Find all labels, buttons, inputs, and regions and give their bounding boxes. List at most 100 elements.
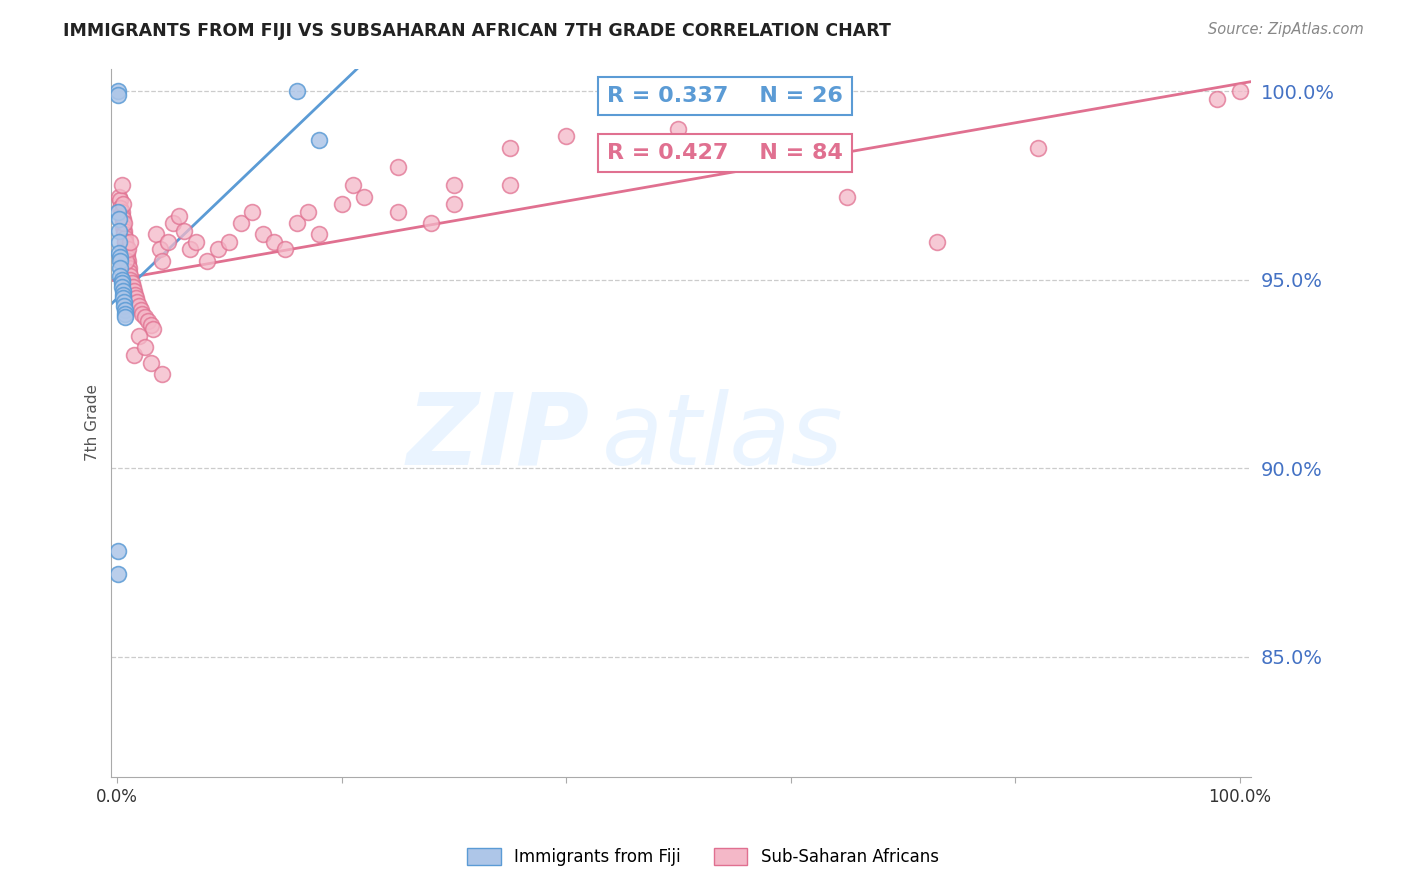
Point: [162, 216, 184, 230]
Point: [122, 284, 145, 298]
Point: [107, 87, 129, 102]
Y-axis label: 7th Grade: 7th Grade: [86, 384, 100, 461]
Point: [499, 178, 522, 193]
Point: [125, 292, 148, 306]
Point: [111, 197, 134, 211]
Point: [184, 235, 207, 249]
Point: [1229, 84, 1251, 98]
Point: [115, 243, 138, 257]
Point: [145, 227, 167, 242]
Point: [173, 224, 195, 238]
Point: [110, 261, 132, 276]
Point: [110, 178, 132, 193]
Point: [229, 216, 252, 230]
Point: [139, 318, 162, 332]
Text: Source: ZipAtlas.com: Source: ZipAtlas.com: [1208, 22, 1364, 37]
Point: [207, 243, 229, 257]
Point: [114, 307, 136, 321]
Point: [297, 204, 319, 219]
Point: [240, 204, 263, 219]
Point: [387, 160, 409, 174]
Point: [118, 261, 141, 276]
Point: [115, 246, 138, 260]
Point: [195, 253, 218, 268]
Point: [112, 227, 135, 242]
Point: [134, 310, 156, 325]
Point: [150, 367, 173, 381]
Point: [128, 329, 150, 343]
Point: [124, 287, 146, 301]
Point: [111, 287, 134, 301]
Point: [285, 84, 308, 98]
Point: [110, 209, 132, 223]
Point: [107, 544, 129, 558]
Point: [139, 355, 162, 369]
Point: [499, 141, 522, 155]
Point: [121, 280, 143, 294]
Point: [308, 227, 330, 242]
Point: [110, 272, 132, 286]
Point: [115, 253, 138, 268]
Point: [120, 235, 142, 249]
Text: ZIP: ZIP: [408, 389, 591, 485]
Point: [353, 190, 375, 204]
Point: [115, 238, 138, 252]
Point: [122, 348, 145, 362]
Point: [150, 253, 173, 268]
Point: [252, 227, 274, 242]
Point: [107, 204, 129, 219]
Point: [925, 235, 948, 249]
Text: R = 0.427    N = 84: R = 0.427 N = 84: [607, 143, 844, 163]
Point: [138, 314, 160, 328]
Point: [117, 253, 139, 268]
Point: [117, 258, 139, 272]
Point: [108, 235, 131, 249]
Point: [443, 178, 465, 193]
Point: [108, 212, 131, 227]
Point: [668, 121, 690, 136]
Point: [110, 250, 132, 264]
Point: [127, 295, 149, 310]
Point: [112, 295, 135, 310]
Point: [387, 204, 409, 219]
Point: [114, 302, 136, 317]
Point: [107, 84, 129, 98]
Point: [114, 235, 136, 249]
Point: [110, 201, 132, 215]
Text: atlas: atlas: [602, 389, 844, 485]
Point: [114, 235, 136, 249]
Point: [134, 341, 156, 355]
Point: [111, 292, 134, 306]
Point: [308, 133, 330, 147]
Point: [128, 299, 150, 313]
Point: [108, 224, 131, 238]
Point: [420, 216, 443, 230]
Point: [111, 212, 134, 227]
Point: [285, 216, 308, 230]
Point: [1206, 92, 1229, 106]
Point: [110, 277, 132, 291]
Point: [110, 268, 132, 283]
Point: [110, 253, 132, 268]
Point: [167, 209, 190, 223]
Point: [111, 284, 134, 298]
Point: [112, 299, 135, 313]
Point: [114, 231, 136, 245]
Point: [111, 216, 134, 230]
Point: [149, 243, 172, 257]
Point: [117, 243, 139, 257]
Point: [115, 250, 138, 264]
Point: [110, 204, 132, 219]
Point: [110, 194, 132, 208]
Point: [118, 265, 141, 279]
Point: [218, 235, 240, 249]
Point: [179, 243, 201, 257]
Point: [108, 190, 131, 204]
Point: [342, 178, 364, 193]
Point: [330, 197, 353, 211]
Point: [108, 246, 131, 260]
Point: [107, 566, 129, 581]
Point: [263, 235, 285, 249]
Point: [156, 235, 179, 249]
Point: [120, 272, 142, 286]
